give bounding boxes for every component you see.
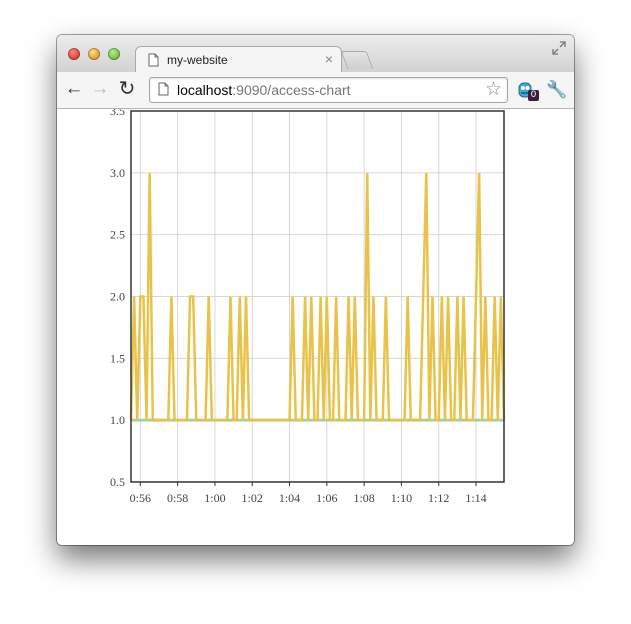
url-host: localhost bbox=[177, 82, 233, 98]
window-minimize-button[interactable] bbox=[88, 48, 100, 60]
y-tick-label: 2.0 bbox=[110, 290, 125, 304]
x-tick-label: 1:12 bbox=[428, 491, 449, 505]
reload-icon[interactable]: ↻ bbox=[118, 78, 136, 100]
x-tick-label: 1:06 bbox=[316, 491, 337, 505]
bookmark-star-icon[interactable]: ☆ bbox=[484, 79, 502, 100]
y-tick-label: 2.5 bbox=[110, 228, 125, 242]
extension-badge: 0 bbox=[528, 90, 539, 101]
x-tick-label: 1:02 bbox=[242, 491, 263, 505]
y-tick-label: 3.0 bbox=[110, 166, 125, 180]
new-tab-button[interactable] bbox=[340, 51, 374, 69]
x-tick-label: 1:10 bbox=[391, 491, 412, 505]
access-chart: 0.5 1.0 1.5 2.0 2.5 3.0 3.5 0:56 0:58 1:00 1:02 1:0… bbox=[110, 109, 506, 505]
x-tick-label: 1:00 bbox=[204, 491, 225, 505]
document-icon bbox=[148, 53, 159, 67]
y-tick-label: 3.5 bbox=[110, 109, 125, 118]
x-tick-label: 1:04 bbox=[279, 491, 300, 505]
forward-arrow-icon[interactable]: → bbox=[90, 78, 110, 99]
x-tick-label: 0:58 bbox=[167, 491, 188, 505]
back-arrow-icon[interactable]: ← bbox=[64, 78, 84, 99]
series-line bbox=[129, 172, 506, 422]
url-path: :9090/access-chart bbox=[232, 82, 351, 98]
y-tick-label: 1.5 bbox=[110, 351, 125, 365]
y-tick-label: 1.0 bbox=[110, 413, 125, 427]
browser-window: my-website × ← → ↻ localhost:9090/access… bbox=[57, 35, 574, 545]
x-tick-label: 0:56 bbox=[130, 491, 151, 505]
toolbar: ← → ↻ localhost:9090/access-chart ☆ 0 🔧 bbox=[57, 72, 574, 109]
window-zoom-button[interactable] bbox=[108, 48, 120, 60]
fullscreen-icon[interactable] bbox=[552, 41, 566, 55]
window-close-button[interactable] bbox=[68, 48, 80, 60]
x-tick-label: 1:14 bbox=[465, 491, 486, 505]
address-bar[interactable]: localhost:9090/access-chart ☆ bbox=[149, 77, 508, 103]
x-tick-label: 1:08 bbox=[353, 491, 374, 505]
plot-frame bbox=[130, 110, 505, 483]
wrench-icon[interactable]: 🔧 bbox=[546, 80, 568, 99]
y-tick-label: 0.5 bbox=[110, 475, 125, 489]
document-icon bbox=[158, 82, 169, 96]
tab-title: my-website bbox=[167, 53, 228, 67]
page-content: 0.5 1.0 1.5 2.0 2.5 3.0 3.5 0:56 0:58 1:00 1:02 1:0… bbox=[57, 109, 574, 545]
title-bar: my-website × bbox=[57, 35, 574, 74]
tab-my-website[interactable]: my-website × bbox=[135, 46, 342, 74]
close-icon[interactable]: × bbox=[324, 51, 333, 67]
url-text[interactable]: localhost:9090/access-chart bbox=[177, 82, 351, 98]
